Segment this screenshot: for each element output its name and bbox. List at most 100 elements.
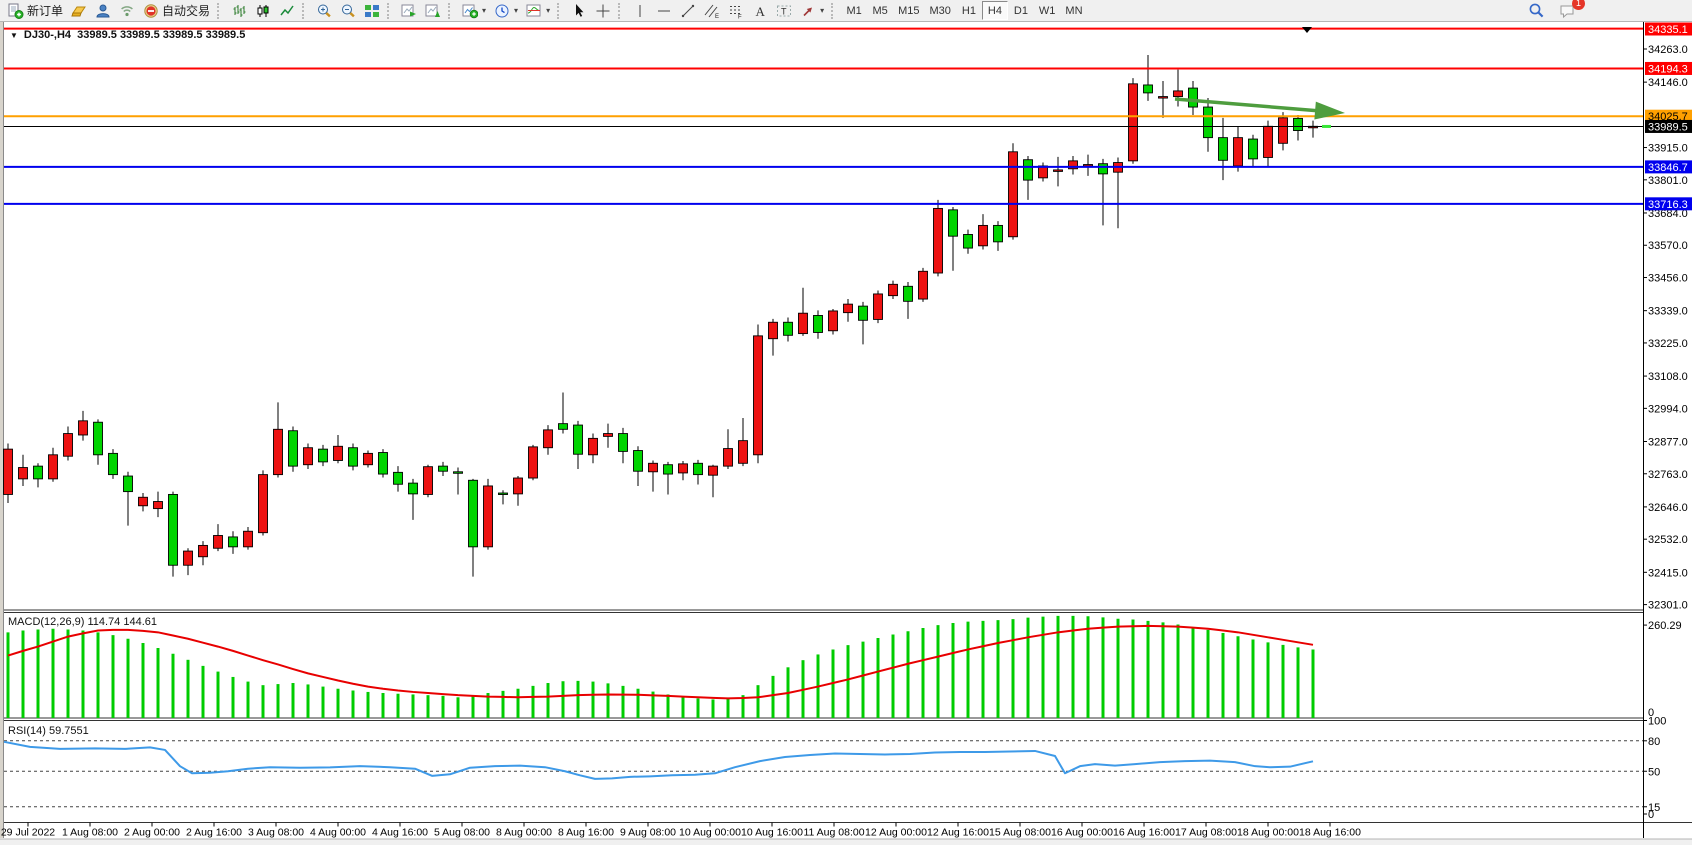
timeframe-H4[interactable]: H4 — [981, 1, 1008, 20]
horizontal-level-line[interactable]: 34194.3 — [4, 61, 1692, 76]
candle-bullish — [48, 454, 58, 480]
candle-bullish — [738, 440, 748, 464]
price-label-box — [1645, 22, 1692, 36]
svg-text:A: A — [756, 4, 766, 19]
current-price-marker — [1322, 124, 1331, 128]
candle-bullish — [1173, 90, 1183, 98]
search-button[interactable] — [1524, 1, 1549, 21]
candles — [3, 54, 1318, 577]
new-order-label: 新订单 — [27, 4, 64, 18]
cursor-button[interactable] — [567, 1, 591, 21]
candle-bearish — [558, 423, 568, 430]
candle-bearish — [948, 209, 958, 237]
trend-arrow[interactable] — [1174, 97, 1345, 120]
fibonacci-button[interactable]: F — [724, 1, 748, 21]
periods-button[interactable]: ▾ — [490, 1, 522, 21]
bar-chart-button[interactable] — [227, 1, 251, 21]
candle-bearish — [498, 492, 508, 495]
candle-bearish — [813, 315, 823, 333]
chart-background[interactable] — [0, 22, 1692, 845]
candle-bearish — [168, 493, 178, 566]
price-tick-label: 34263.0 — [1648, 44, 1688, 56]
rsi-label: RSI(14) 59.7551 — [8, 725, 89, 737]
candlestick-chart-button[interactable] — [251, 1, 275, 21]
dropdown-caret-icon: ▾ — [514, 6, 519, 15]
candle-bearish — [693, 462, 703, 476]
timeframe-H1[interactable]: H1 — [961, 4, 976, 17]
candle-bullish — [1158, 96, 1168, 99]
horizontal-level-line[interactable]: 33716.3 — [4, 197, 1692, 211]
candle-bearish — [963, 234, 973, 249]
tile-windows-button[interactable] — [360, 1, 384, 21]
price-label-text: 34194.3 — [1648, 63, 1688, 75]
gold-icon — [71, 3, 87, 19]
dropdown-caret-icon: ▾ — [546, 6, 551, 15]
candle-bullish — [213, 535, 223, 549]
gold-button[interactable] — [67, 1, 91, 21]
price-tick-label: 34146.0 — [1648, 77, 1688, 89]
timeframe-M15[interactable]: M15 — [898, 4, 920, 17]
candle-bullish — [243, 530, 253, 548]
new-order-button[interactable]: 新订单 — [3, 1, 67, 21]
text-label-button[interactable]: T — [772, 1, 796, 21]
candle-bearish — [438, 465, 448, 472]
timeframe-D1[interactable]: D1 — [1013, 4, 1028, 17]
timeframe-W1[interactable]: W1 — [1038, 4, 1056, 17]
price-tick-label: 33915.0 — [1648, 143, 1688, 155]
time-axis[interactable]: 29 Jul 2022 1 Aug 08:00 2 Aug 00:00 2 Aug 1… — [1, 822, 1361, 839]
arrow-shaft[interactable] — [1174, 97, 1320, 113]
chart-window[interactable]: ▼ DJ30-,H4 33989.5 33989.5 33989.5 33989.… — [0, 22, 1692, 845]
horizontal-level-line[interactable]: 33989.5 — [4, 119, 1692, 134]
text-button[interactable]: A — [748, 1, 772, 21]
indicators-button[interactable]: ▾ — [458, 1, 490, 21]
candle-bearish — [993, 224, 1003, 243]
candle-bearish — [1023, 159, 1033, 181]
candle-bullish — [78, 420, 88, 436]
timeframe-M5[interactable]: M5 — [872, 4, 888, 17]
arrows-button[interactable]: ▾ — [796, 1, 828, 21]
price-tick-label: 33339.0 — [1648, 306, 1688, 318]
price-tick-label: 33456.0 — [1648, 273, 1688, 285]
rsi-line — [3, 740, 1314, 780]
horizontal-line-button[interactable] — [652, 1, 676, 21]
dropdown-caret-icon: ▾ — [820, 6, 825, 15]
candle-bearish — [1203, 106, 1213, 139]
candle-bearish — [1143, 84, 1153, 94]
community-icon — [95, 3, 111, 19]
candle-bullish — [18, 467, 28, 480]
macd-axis-max: 260.29 — [1648, 620, 1682, 632]
vertical-line-button[interactable] — [628, 1, 652, 21]
community-button[interactable] — [91, 1, 115, 21]
trendline-button[interactable] — [676, 1, 700, 21]
timeframe-M1[interactable]: M1 — [846, 4, 862, 17]
candle-bullish — [303, 447, 313, 466]
timeframe-M30[interactable]: M30 — [929, 4, 951, 17]
toolbar-separator — [387, 2, 393, 19]
time-tick-label: 15 Aug 08:00 — [989, 827, 1051, 839]
horizontal-line-icon — [656, 3, 672, 19]
timeframe-MN[interactable]: MN — [1065, 4, 1083, 17]
candle-bullish — [828, 310, 838, 332]
chart-canvas[interactable]: 34263.0 34146.0 33915.0 33801.0 33684.0 33570… — [0, 22, 1692, 845]
line-chart-button[interactable] — [275, 1, 299, 21]
new-chart-button[interactable] — [397, 1, 421, 21]
new-chart-icon — [401, 3, 417, 19]
price-tick-label: 33801.0 — [1648, 175, 1688, 187]
time-tick-label: 4 Aug 16:00 — [372, 827, 428, 839]
time-tick-label: 8 Aug 00:00 — [496, 827, 552, 839]
zoom-out-button[interactable] — [336, 1, 360, 21]
toolbar-separator — [557, 2, 563, 19]
templates-button[interactable]: ▾ — [522, 1, 554, 21]
crosshair-button[interactable] — [591, 1, 615, 21]
signals-button[interactable] — [115, 1, 139, 21]
price-label-text: 33716.3 — [1648, 199, 1688, 211]
notifications-button[interactable]: 1 — [1555, 0, 1585, 21]
horizontal-level-line[interactable]: 33846.7 — [4, 160, 1692, 174]
candle-bullish — [588, 437, 598, 456]
horizontal-level-line[interactable]: 34335.1 — [4, 22, 1692, 37]
zoom-in-button[interactable] — [312, 1, 336, 21]
auto-trading-button[interactable]: 自动交易 — [139, 1, 214, 21]
equidistant-channel-button[interactable]: E — [700, 1, 724, 21]
chart-profile-button[interactable] — [421, 1, 445, 21]
crosshair-icon — [595, 3, 611, 19]
